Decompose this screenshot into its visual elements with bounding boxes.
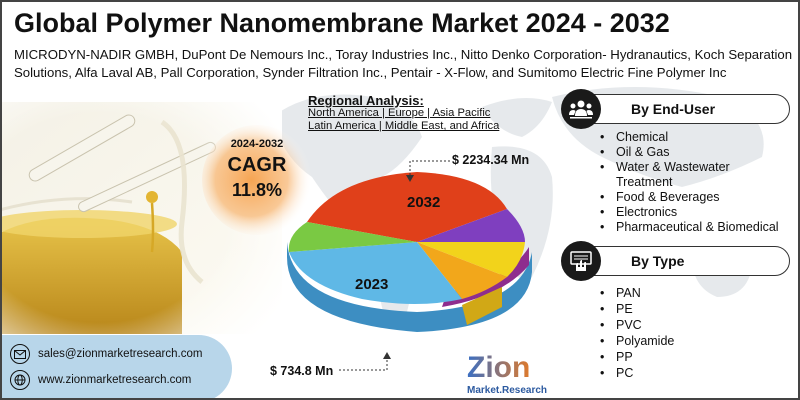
list-item: PP	[600, 350, 674, 365]
website-row[interactable]: www.zionmarketresearch.com	[10, 370, 191, 390]
regional-analysis: Regional Analysis: North America | Europ…	[308, 94, 499, 133]
pie-slice-red	[307, 172, 507, 242]
pie-slice-yellow	[417, 242, 525, 277]
list-item: PE	[600, 302, 674, 317]
list-item: PC	[600, 366, 674, 381]
pie-year-bottom: 2023	[355, 276, 388, 293]
logo-main-text: Zion	[467, 351, 530, 384]
list-item: Water & Wastewater Treatment	[600, 160, 750, 190]
end-user-title: By End-User	[631, 101, 716, 117]
type-title: By Type	[631, 253, 685, 269]
value-2023: $ 734.8 Mn	[270, 364, 334, 378]
market-pie-3d: 2032 2023	[287, 172, 532, 332]
contact-box: sales@zionmarketresearch.com www.zionmar…	[2, 335, 232, 398]
type-header: By Type	[561, 241, 790, 281]
email-row[interactable]: sales@zionmarketresearch.com	[10, 344, 202, 364]
list-item: Polyamide	[600, 334, 674, 349]
page-title: Global Polymer Nanomembrane Market 2024 …	[14, 8, 670, 38]
pie-slice-green	[288, 222, 417, 252]
pie-slice-purple	[417, 209, 525, 242]
list-item: Electronics	[600, 205, 779, 220]
type-list: PAN PE PVC Polyamide PP PC	[600, 286, 674, 382]
email-icon	[10, 344, 30, 364]
email-text[interactable]: sales@zionmarketresearch.com	[38, 348, 203, 360]
cagr-badge: 2024-2032 CAGR 11.8%	[202, 125, 317, 240]
end-user-header: By End-User	[561, 89, 790, 129]
website-text[interactable]: www.zionmarketresearch.com	[38, 374, 192, 386]
key-players-text: MICRODYN-NADIR GMBH, DuPont De Nemours I…	[14, 47, 793, 80]
list-item: Chemical	[600, 130, 779, 145]
pie-year-top: 2032	[407, 194, 440, 211]
pie-slice-orange	[417, 242, 507, 299]
list-item: PVC	[600, 318, 674, 333]
list-item: Pharmaceutical & Biomedical	[600, 220, 779, 235]
zion-logo: Zion Market.Research	[467, 351, 547, 396]
pie-slice-blue	[289, 242, 462, 304]
pie-side-yellow	[462, 287, 502, 325]
cagr-value: 11.8%	[231, 180, 283, 200]
list-item: PAN	[600, 286, 674, 301]
list-item: Food & Beverages	[600, 190, 779, 205]
end-user-list: Chemical Oil & Gas Water & Wastewater Tr…	[600, 130, 779, 235]
regional-line-1: North America | Europe | Asia Pacific	[308, 107, 491, 119]
list-item: Oil & Gas	[600, 145, 779, 160]
users-icon	[561, 89, 601, 129]
list-item-text: Water & Wastewater Treatment	[616, 160, 730, 189]
regional-line-2: Latin America | Middle East, and Africa	[308, 120, 500, 132]
cagr-glow-shape	[202, 125, 312, 235]
value-bottom-leader	[339, 352, 391, 371]
value-top-leader	[406, 160, 450, 182]
globe-icon	[10, 370, 30, 390]
value-2032: $ 2234.34 Mn	[452, 153, 530, 167]
hand-list-icon	[561, 241, 601, 281]
regional-analysis-heading: Regional Analysis:	[308, 93, 424, 108]
cagr-label: CAGR	[227, 154, 287, 176]
logo-sub-text: Market.Research	[467, 385, 547, 396]
cagr-years: 2024-2032	[230, 138, 284, 150]
